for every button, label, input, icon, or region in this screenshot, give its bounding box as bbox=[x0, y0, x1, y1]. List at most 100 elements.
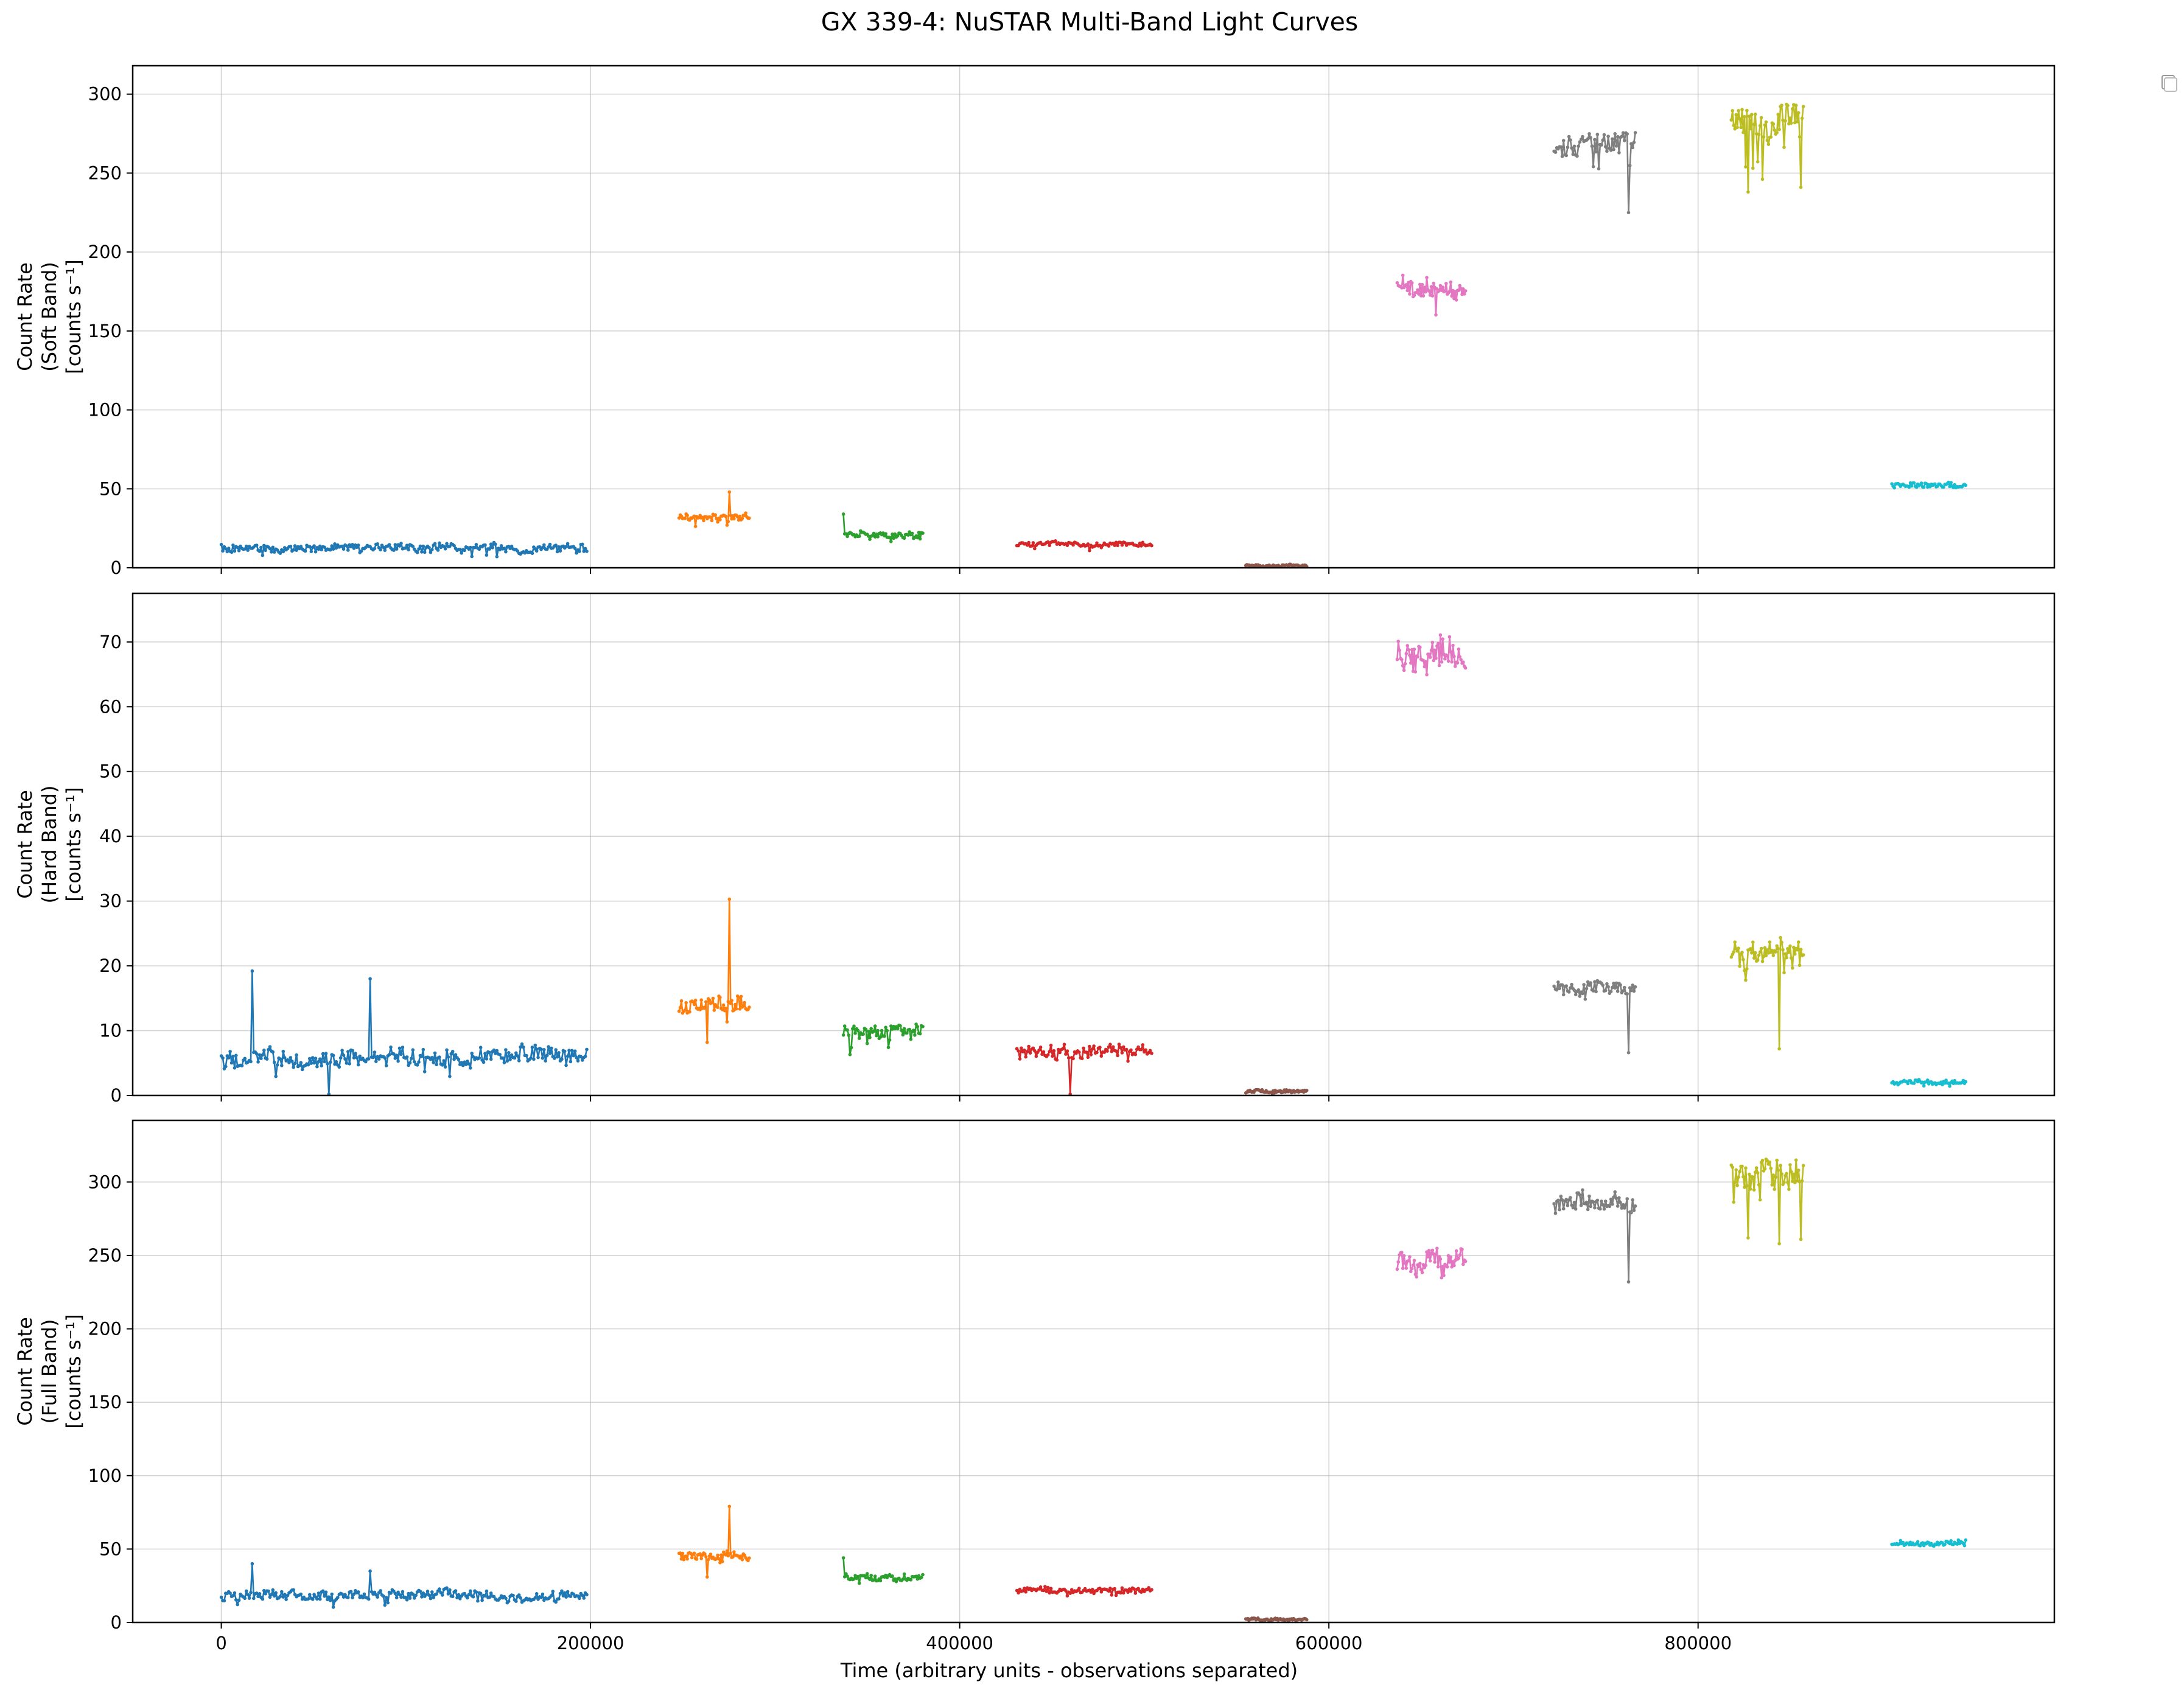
data-point bbox=[281, 1595, 285, 1599]
data-point bbox=[1434, 1252, 1438, 1256]
data-point bbox=[1416, 655, 1419, 658]
data-point bbox=[1799, 1237, 1803, 1241]
data-point bbox=[1760, 960, 1765, 963]
data-point bbox=[842, 1575, 847, 1579]
data-point bbox=[912, 1028, 915, 1032]
data-point bbox=[1731, 1165, 1735, 1169]
data-point bbox=[1150, 1052, 1153, 1055]
data-point bbox=[575, 1056, 578, 1060]
data-point bbox=[513, 1056, 517, 1060]
data-point bbox=[1088, 548, 1091, 553]
data-point bbox=[735, 1007, 738, 1011]
data-point bbox=[1463, 1259, 1468, 1263]
data-point bbox=[921, 531, 925, 535]
data-point bbox=[1584, 1200, 1589, 1204]
data-point bbox=[1413, 1273, 1418, 1276]
data-point bbox=[1064, 1052, 1068, 1056]
data-point bbox=[873, 1024, 877, 1028]
data-point bbox=[1741, 958, 1745, 962]
data-point bbox=[393, 1056, 397, 1060]
data-point bbox=[315, 1597, 319, 1601]
data-point bbox=[1117, 1042, 1121, 1046]
data-point bbox=[1949, 481, 1953, 484]
series-markers-1 bbox=[219, 1562, 589, 1609]
data-point bbox=[841, 512, 845, 516]
data-point bbox=[442, 544, 446, 548]
y-tick-label: 250 bbox=[88, 162, 122, 183]
data-point bbox=[918, 1032, 922, 1036]
data-point bbox=[1120, 1586, 1124, 1590]
data-point bbox=[1740, 108, 1744, 111]
data-point bbox=[880, 1028, 884, 1033]
data-point bbox=[393, 543, 397, 546]
data-point bbox=[219, 1595, 223, 1599]
data-point bbox=[408, 1061, 412, 1065]
data-point bbox=[719, 1553, 723, 1557]
data-point bbox=[272, 1594, 276, 1598]
data-point bbox=[1621, 131, 1625, 135]
data-point bbox=[738, 514, 742, 519]
y-tick-label: 300 bbox=[88, 1171, 122, 1192]
data-point bbox=[547, 545, 550, 549]
data-point bbox=[565, 542, 570, 546]
data-point bbox=[257, 1053, 262, 1057]
data-point bbox=[872, 531, 876, 536]
data-point bbox=[366, 1597, 371, 1601]
data-point bbox=[1560, 983, 1564, 987]
data-point bbox=[1049, 1587, 1053, 1590]
data-point bbox=[917, 531, 921, 534]
data-point bbox=[340, 544, 344, 548]
data-point bbox=[856, 1574, 860, 1579]
data-point bbox=[334, 1060, 338, 1064]
data-point bbox=[467, 1062, 471, 1066]
data-point bbox=[1906, 1081, 1910, 1086]
data-point bbox=[272, 550, 276, 554]
data-point bbox=[1612, 1195, 1615, 1199]
data-point bbox=[359, 549, 363, 553]
data-point bbox=[1755, 1171, 1760, 1175]
data-point bbox=[1899, 1538, 1903, 1543]
data-point bbox=[1027, 540, 1031, 545]
data-point bbox=[1440, 660, 1444, 664]
data-point bbox=[1601, 138, 1605, 142]
data-point bbox=[1561, 1207, 1566, 1210]
data-point bbox=[520, 1042, 524, 1046]
data-point bbox=[377, 1057, 381, 1061]
data-point bbox=[352, 546, 356, 550]
data-point bbox=[1752, 122, 1756, 127]
data-point bbox=[1023, 1048, 1026, 1052]
data-point bbox=[405, 1598, 409, 1602]
data-point bbox=[913, 1033, 917, 1037]
data-point bbox=[330, 1592, 334, 1596]
y-tick-label: 300 bbox=[88, 84, 122, 105]
data-point bbox=[328, 1060, 332, 1064]
data-point bbox=[1048, 1591, 1051, 1595]
y-axis-label-line-2: (Full Band) bbox=[38, 1319, 61, 1423]
data-point bbox=[1753, 951, 1757, 955]
data-point bbox=[1741, 1175, 1745, 1179]
data-point bbox=[1438, 633, 1443, 637]
data-point bbox=[1735, 1184, 1739, 1187]
data-point bbox=[1129, 1589, 1133, 1593]
data-point bbox=[1771, 122, 1776, 126]
data-point bbox=[1916, 1540, 1920, 1544]
data-point bbox=[438, 1055, 441, 1059]
series-markers-7 bbox=[1552, 979, 1637, 1055]
data-point bbox=[436, 548, 440, 552]
data-point bbox=[1048, 1050, 1051, 1053]
data-point bbox=[1430, 1248, 1435, 1252]
data-point bbox=[1892, 486, 1896, 490]
data-point bbox=[1573, 993, 1578, 997]
y-tick-label: 20 bbox=[99, 955, 122, 976]
data-point bbox=[1795, 120, 1799, 124]
data-point bbox=[548, 1052, 552, 1055]
data-point bbox=[244, 1589, 248, 1593]
data-point bbox=[506, 1051, 511, 1055]
data-point bbox=[481, 1060, 486, 1064]
data-point bbox=[414, 1593, 418, 1597]
data-point bbox=[236, 1602, 240, 1607]
data-point bbox=[541, 1592, 545, 1596]
data-point bbox=[1411, 1263, 1415, 1267]
data-point bbox=[224, 1064, 228, 1069]
data-point bbox=[585, 550, 589, 553]
